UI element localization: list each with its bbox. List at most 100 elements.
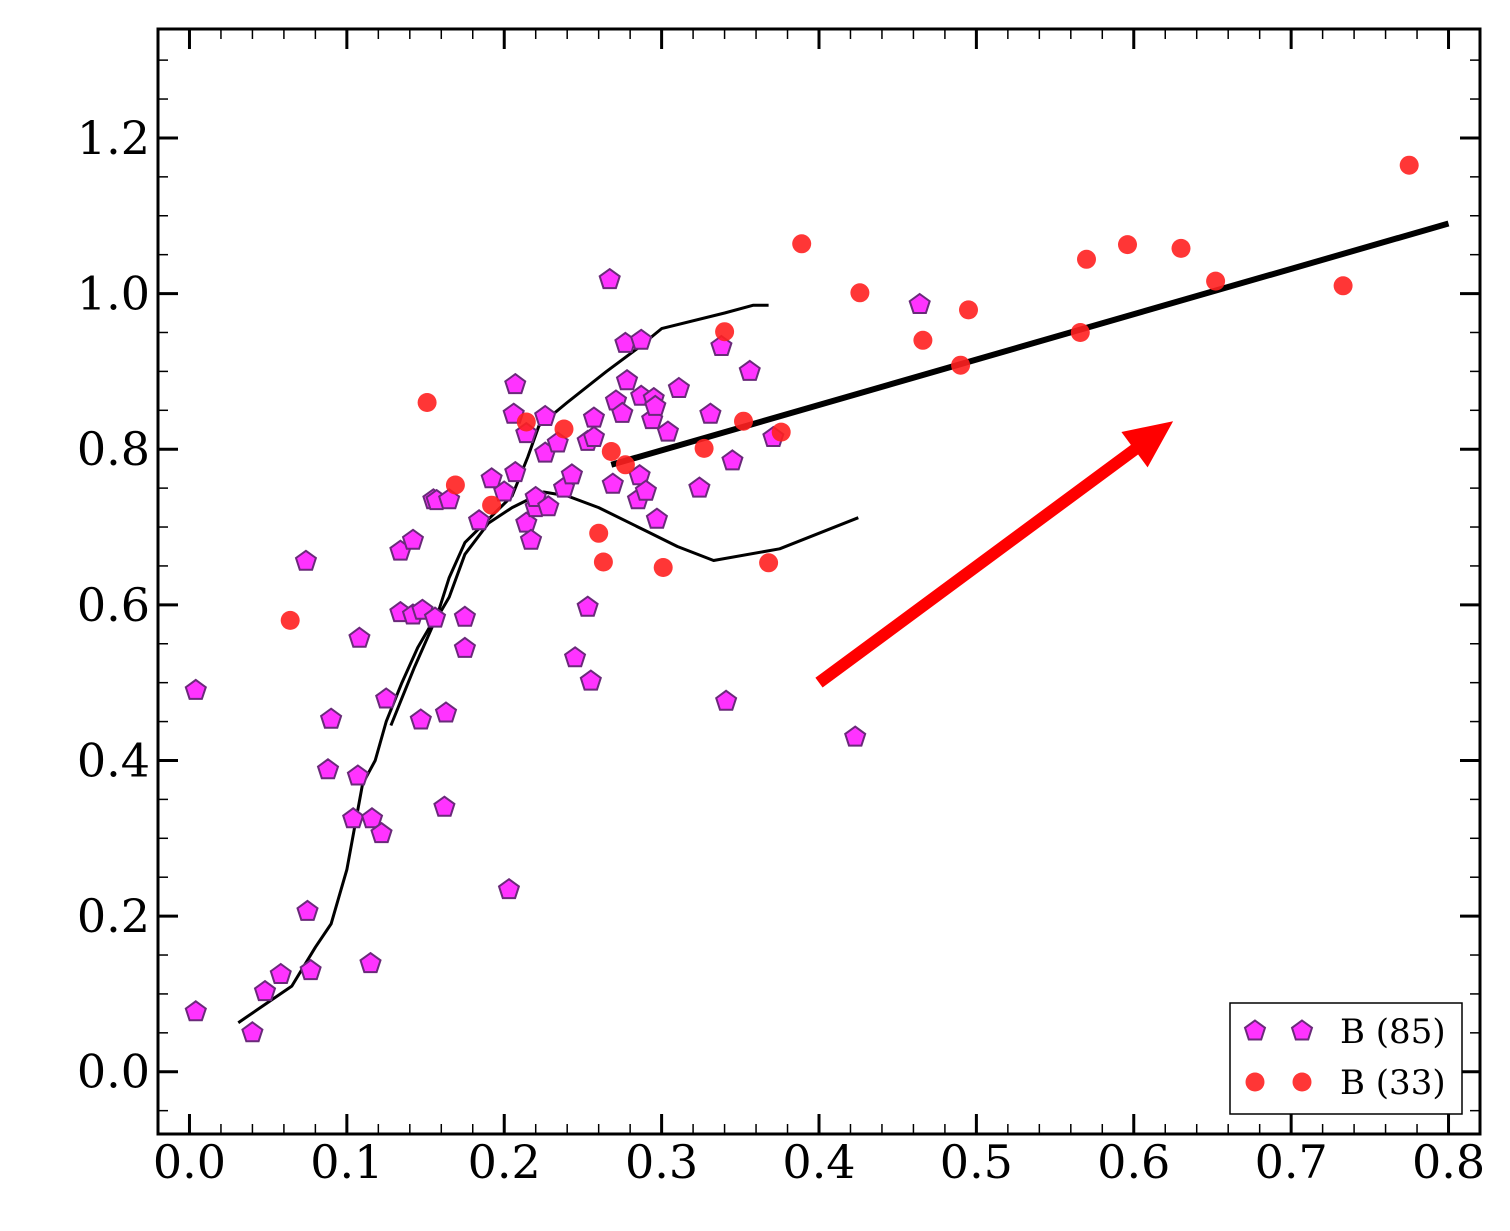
data-point-b85 [644, 394, 667, 416]
data-point-b85 [908, 292, 931, 314]
y-tick-label: 0.2 [77, 889, 150, 943]
data-point-b85 [493, 480, 516, 502]
data-point-b85 [316, 758, 340, 780]
data-point-b85 [515, 511, 538, 533]
data-point-b33 [959, 300, 978, 320]
data-point-b85 [537, 495, 560, 517]
data-point-b85 [348, 626, 371, 648]
data-point-b33 [771, 422, 791, 442]
data-point-b85 [738, 359, 761, 381]
data-point-b33 [792, 234, 812, 254]
data-point-b85 [844, 725, 867, 747]
data-point-b33 [1206, 271, 1226, 291]
data-points [184, 155, 1419, 1043]
data-point-b33 [1171, 238, 1191, 258]
direction-arrow [815, 421, 1174, 688]
data-point-b85 [721, 449, 744, 471]
data-point-b33 [482, 495, 502, 515]
data-point-b33 [759, 553, 779, 573]
x-tick-label: 0.7 [1255, 1135, 1328, 1189]
data-point-b33 [516, 412, 536, 432]
legend: B (85) B (33) [1229, 1002, 1463, 1115]
data-point-b85 [296, 899, 319, 921]
data-point-b85 [534, 404, 557, 426]
data-point-b85 [497, 877, 521, 900]
data-point-b85 [253, 979, 277, 1002]
y-tick-label: 0.4 [77, 733, 150, 787]
y-tick-label: 1.0 [77, 267, 150, 321]
data-point-b85 [299, 958, 322, 981]
data-point-b85 [360, 807, 384, 829]
data-point-b33 [601, 442, 621, 461]
data-point-b85 [579, 669, 602, 691]
data-point-b85 [598, 267, 621, 290]
data-point-b85 [480, 467, 503, 489]
data-point-b85 [453, 636, 477, 658]
data-point-b85 [667, 376, 691, 398]
data-point-b33 [554, 419, 574, 439]
data-point-b85 [241, 1021, 264, 1043]
data-point-b85 [601, 472, 624, 494]
x-tick-label: 0.5 [940, 1135, 1013, 1189]
data-point-b85 [563, 646, 587, 668]
data-point-b85 [615, 368, 639, 391]
data-point-b85 [634, 479, 658, 501]
y-tick-label: 1.2 [77, 111, 150, 165]
data-point-b33 [593, 552, 613, 572]
x-tick-label: 0.0 [153, 1135, 226, 1189]
data-point-b85 [433, 795, 456, 817]
data-point-b33 [734, 411, 753, 431]
data-point-b85 [656, 420, 680, 442]
legend-label-b85: B (85) [1340, 1012, 1446, 1052]
data-point-b85 [346, 764, 370, 786]
legend-marker-circle [1292, 1072, 1312, 1092]
data-point-b33 [1077, 249, 1096, 269]
x-tick-label: 0.2 [468, 1135, 541, 1189]
data-point-b33 [1070, 323, 1090, 342]
x-tick-label: 0.4 [782, 1135, 855, 1189]
axis-ticks: 0.0 0.1 0.2 0.3 0.4 0.5 0.6 0.7 0.8 0.0 0.2 0.4 0.6 0… [77, 29, 1485, 1189]
data-point-b85 [630, 328, 653, 350]
data-point-b85 [560, 463, 584, 485]
data-point-b85 [184, 678, 207, 700]
red-arrow [815, 421, 1174, 688]
legend-marker-pentagon [1243, 1019, 1267, 1041]
data-point-b85 [576, 595, 599, 617]
data-point-b85 [370, 821, 393, 844]
y-tick-label: 0.8 [77, 422, 150, 476]
data-point-b33 [615, 455, 635, 475]
data-point-b85 [375, 687, 398, 709]
legend-marker-circle [1245, 1072, 1265, 1092]
data-point-b33 [1333, 276, 1353, 296]
legend-marker-pentagon [1290, 1019, 1314, 1041]
data-point-b33 [715, 322, 735, 342]
data-point-b33 [589, 523, 609, 543]
data-point-b33 [850, 283, 870, 303]
data-point-b33 [280, 610, 300, 630]
data-point-b85 [359, 951, 382, 974]
x-tick-label: 0.1 [310, 1135, 383, 1189]
data-point-b33 [694, 438, 714, 458]
data-point-b85 [453, 605, 477, 627]
data-point-b85 [184, 1000, 207, 1022]
y-tick-label: 0.6 [77, 578, 150, 632]
data-point-b85 [409, 708, 432, 730]
data-point-b85 [319, 707, 343, 729]
data-point-b85 [699, 402, 722, 424]
data-point-b85 [688, 476, 711, 498]
data-point-b85 [342, 807, 365, 829]
data-point-b85 [423, 606, 447, 628]
data-point-b33 [653, 558, 673, 577]
data-point-b85 [519, 528, 543, 550]
data-point-b85 [504, 372, 527, 395]
data-point-b85 [269, 962, 292, 984]
legend-box [1229, 1002, 1463, 1115]
data-point-b85 [401, 528, 425, 550]
data-point-b33 [1118, 235, 1137, 255]
data-point-b33 [445, 475, 465, 495]
legend-label-b33: B (33) [1340, 1063, 1446, 1103]
y-tick-label: 0.0 [77, 1045, 150, 1099]
data-point-b85 [715, 689, 738, 711]
x-tick-label: 0.8 [1412, 1135, 1485, 1189]
